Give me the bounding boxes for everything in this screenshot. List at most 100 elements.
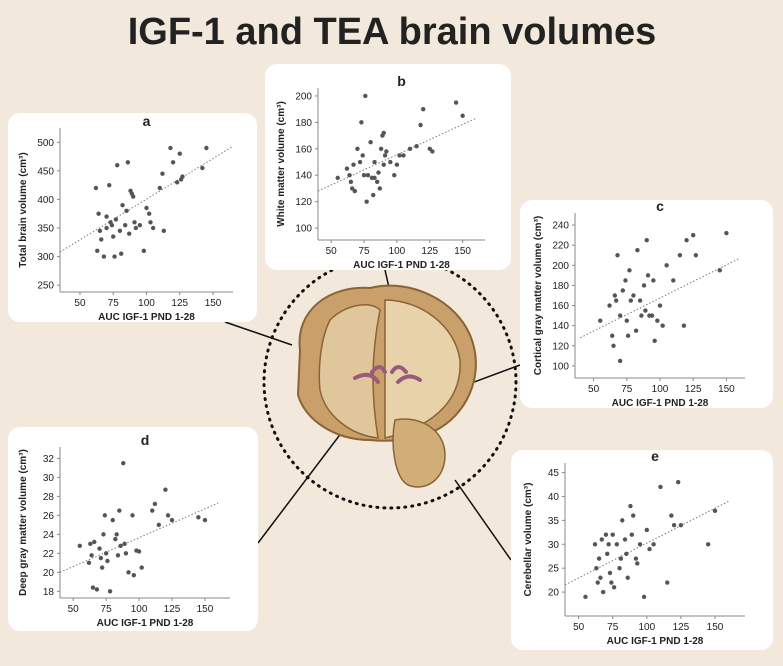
x-tick-label: 125 bbox=[673, 622, 690, 633]
x-axis-label: AUC IGF-1 PND 1-28 bbox=[353, 260, 450, 271]
scatter-point bbox=[583, 594, 588, 600]
scatter-point bbox=[125, 160, 131, 165]
scatter-point bbox=[609, 580, 614, 585]
scatter-point bbox=[649, 313, 655, 318]
scatter-point bbox=[115, 553, 121, 558]
scatter-point bbox=[394, 162, 400, 167]
scatter-point bbox=[156, 522, 162, 528]
scatter-point bbox=[132, 220, 137, 225]
scatter-point bbox=[372, 159, 377, 165]
chart-panel: c 100 120 140 160 180 200 220 240 50 75 100 125 150 AU… bbox=[520, 198, 773, 409]
scatter-point bbox=[643, 308, 648, 313]
y-tick-label: 200 bbox=[552, 261, 569, 272]
scatter-point bbox=[109, 222, 115, 228]
scatter-point bbox=[724, 230, 729, 236]
trend-line bbox=[580, 257, 740, 339]
scatter-point bbox=[595, 580, 600, 585]
scatter-point bbox=[610, 532, 615, 537]
scatter-point bbox=[624, 318, 629, 323]
scatter-point bbox=[644, 237, 649, 243]
y-tick-label: 180 bbox=[552, 281, 569, 292]
scatter-point bbox=[647, 546, 652, 552]
y-tick-label: 25 bbox=[548, 564, 560, 575]
scatter-point bbox=[633, 556, 639, 561]
scatter-point bbox=[691, 232, 696, 238]
x-tick-label: 125 bbox=[171, 298, 188, 309]
scatter-point bbox=[202, 517, 208, 523]
y-tick-label: 400 bbox=[37, 195, 54, 206]
scatter-point bbox=[655, 318, 660, 323]
scatter-point bbox=[160, 171, 165, 176]
scatter-point bbox=[99, 237, 104, 242]
trend-line bbox=[59, 502, 219, 573]
y-tick-label: 500 bbox=[37, 138, 54, 149]
scatter-point bbox=[103, 551, 109, 556]
y-tick-label: 450 bbox=[37, 166, 54, 177]
scatter-point bbox=[460, 113, 465, 118]
scatter-point bbox=[363, 93, 368, 99]
scatter-point bbox=[684, 237, 689, 243]
scatter-point bbox=[131, 573, 136, 578]
panel-background bbox=[520, 200, 773, 408]
scatter-point bbox=[430, 149, 435, 154]
scatter-point bbox=[96, 211, 101, 216]
brain-medial bbox=[318, 304, 381, 439]
scatter-point bbox=[635, 248, 640, 253]
scatter-point bbox=[717, 268, 722, 273]
scatter-point bbox=[635, 561, 640, 566]
scatter-point bbox=[111, 234, 116, 239]
scatter-point bbox=[637, 542, 643, 547]
scatter-point bbox=[148, 220, 153, 225]
scatter-point bbox=[607, 570, 613, 576]
scatter-point bbox=[335, 175, 340, 181]
scatter-point bbox=[146, 211, 152, 216]
x-axis-label: AUC IGF-1 PND 1-28 bbox=[97, 618, 194, 629]
x-tick-label: 150 bbox=[718, 384, 735, 395]
scatter-point bbox=[401, 153, 406, 158]
chart-panel: a 250 300 350 400 450 500 50 75 100 125 150 AUC IGF-… bbox=[8, 113, 257, 323]
chart-panel: b 100 120 140 160 180 200 50 75 100 125 150 AUC IGF-… bbox=[265, 64, 511, 271]
scatter-point bbox=[620, 518, 625, 523]
scatter-point bbox=[600, 589, 606, 595]
scatter-point bbox=[359, 120, 364, 125]
scatter-point bbox=[598, 318, 603, 323]
scatter-point bbox=[611, 585, 617, 590]
scatter-point bbox=[664, 263, 669, 268]
scatter-point bbox=[361, 173, 367, 178]
scatter-point bbox=[592, 542, 598, 547]
y-axis-label: Total brain volume (cm³) bbox=[18, 152, 29, 267]
scatter-point bbox=[112, 254, 117, 259]
scatter-point bbox=[77, 543, 82, 548]
scatter-point bbox=[107, 182, 112, 188]
scatter-point bbox=[613, 298, 619, 303]
panel-label: e bbox=[651, 448, 659, 464]
scatter-point bbox=[372, 175, 377, 181]
scatter-point bbox=[150, 508, 155, 513]
scatter-point bbox=[651, 542, 656, 547]
scatter-point bbox=[639, 313, 644, 318]
scatter-point bbox=[665, 580, 670, 585]
ventricles bbox=[353, 365, 422, 384]
scatter-point bbox=[644, 527, 650, 533]
y-tick-label: 22 bbox=[43, 549, 55, 560]
scatter-point bbox=[376, 170, 381, 175]
y-tick-label: 200 bbox=[295, 91, 312, 102]
scatter-point bbox=[622, 537, 628, 542]
scatter-point bbox=[693, 253, 699, 258]
scatter-point bbox=[617, 565, 622, 571]
scatter-point bbox=[165, 513, 171, 518]
scatter-point bbox=[388, 159, 393, 165]
scatter-point bbox=[594, 565, 599, 571]
x-tick-label: 75 bbox=[607, 622, 619, 633]
scatter-point bbox=[121, 460, 126, 466]
scatter-point bbox=[102, 513, 108, 518]
x-tick-label: 100 bbox=[138, 298, 155, 309]
y-axis-label: Deep gray matter volume (cm³) bbox=[18, 449, 29, 596]
y-tick-label: 24 bbox=[43, 530, 55, 541]
x-tick-label: 50 bbox=[588, 384, 600, 395]
scatter-point bbox=[365, 173, 371, 178]
panel-background bbox=[8, 427, 258, 631]
scatter-point bbox=[123, 222, 128, 228]
panel-background bbox=[511, 450, 773, 650]
